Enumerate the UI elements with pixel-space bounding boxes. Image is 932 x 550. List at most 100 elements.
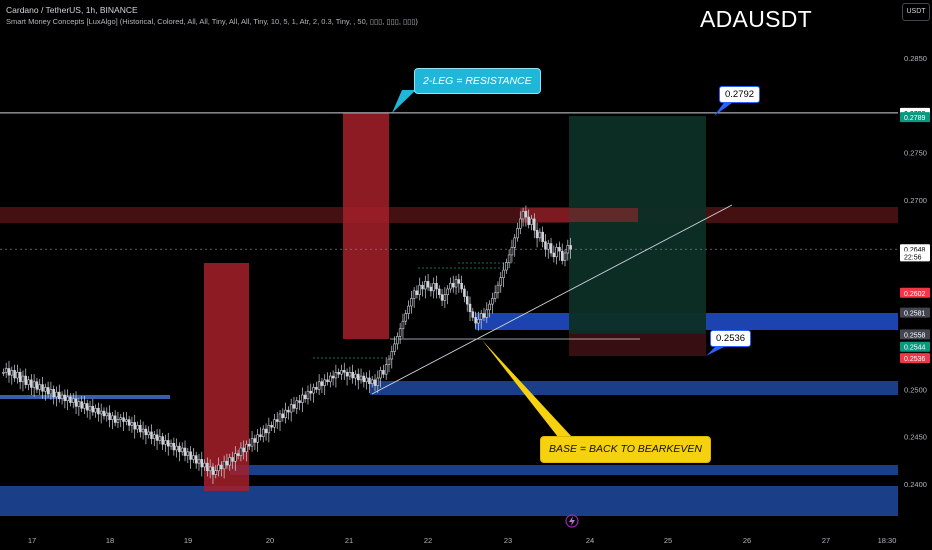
price-tag-bg (900, 307, 930, 318)
candle-body (563, 252, 567, 261)
candle-body (74, 398, 78, 407)
candle-layer (2, 205, 572, 484)
price-tag-bg (900, 112, 930, 123)
candle-body (52, 389, 55, 398)
candle-body (150, 431, 153, 439)
candle-body (560, 250, 564, 261)
candle-body (102, 410, 106, 417)
time-tick: 24 (586, 536, 594, 545)
candle-body (10, 370, 14, 376)
candle-body (440, 294, 444, 301)
candle-body (519, 218, 522, 229)
candle-body (267, 425, 271, 434)
candle-body (555, 247, 558, 258)
candle-body (418, 284, 421, 295)
candle-body (415, 290, 419, 295)
candle-body (451, 283, 455, 288)
candle-body (83, 403, 86, 409)
candle-body (524, 211, 528, 218)
candle-body (410, 298, 413, 307)
candle-body (295, 400, 299, 409)
candle-body (158, 436, 162, 441)
candle-body (169, 442, 173, 447)
base-callout[interactable]: BASE = BACK TO BEARKEVEN (540, 436, 711, 463)
candle-body (130, 422, 134, 426)
currency-button[interactable]: USDT (902, 3, 930, 21)
candle-body (546, 243, 550, 250)
candle-body (97, 407, 100, 415)
candle-body (55, 391, 58, 398)
candle-body (228, 457, 231, 466)
candle-body (116, 419, 120, 423)
candle-body (264, 428, 268, 434)
candle-body (334, 371, 338, 379)
candle-body (320, 381, 324, 386)
target-price-label[interactable]: 0.2792 (719, 86, 761, 103)
price-tag: 0.2789 (904, 115, 926, 122)
candle-body (351, 371, 354, 379)
candle-body (214, 470, 218, 475)
candle-body (77, 401, 81, 407)
candle-body (438, 288, 441, 295)
candle-body (566, 245, 570, 254)
candle-body (192, 455, 195, 460)
symbol-title[interactable]: Cardano / TetherUS, 1h, BINANCE (6, 5, 138, 15)
candle-body (477, 318, 480, 324)
resistance-callout[interactable]: 2-LEG = RESISTANCE (414, 68, 541, 94)
candle-body (236, 453, 240, 456)
candle-body (108, 412, 111, 420)
candle-body (376, 377, 380, 386)
demand-band-low (230, 465, 898, 475)
candle-body (242, 447, 245, 453)
price-axis[interactable]: 0.2850 0.2750 0.2700 0.2500 0.2450 0.2400 0.27… (898, 0, 932, 550)
candle-body (292, 404, 296, 409)
stop-pointer (706, 344, 730, 356)
candle-body (454, 279, 458, 288)
candle-body (127, 419, 131, 426)
stop-price-label[interactable]: 0.2536 (710, 330, 752, 347)
lightning-icon (569, 516, 575, 526)
candle-body (44, 387, 47, 392)
candle-body (354, 373, 357, 379)
candle-body (217, 464, 220, 472)
candle-body (24, 375, 28, 385)
candle-body (306, 390, 310, 400)
stop-zone (569, 334, 706, 356)
candle-body (183, 447, 187, 456)
candle-body (432, 283, 435, 292)
ticker-watermark: ADAUSDT (700, 6, 813, 32)
candle-body (153, 434, 156, 439)
candle-body (309, 390, 313, 394)
price-tag: 0.2648 (904, 247, 926, 254)
candle-body (326, 379, 329, 383)
candle-body (463, 288, 466, 297)
candle-body (164, 440, 167, 445)
candle-body (63, 394, 67, 401)
candle-body (345, 371, 349, 377)
candle-body (80, 401, 83, 409)
candle-body (287, 409, 290, 413)
indicator-legend[interactable]: Smart Money Concepts [LuxAlgo] (Historic… (6, 17, 418, 26)
time-axis[interactable]: 17 18 19 20 21 22 23 24 25 26 27 18:30 (0, 514, 932, 550)
candle-body (527, 216, 530, 225)
candle-body (513, 237, 516, 248)
candle-body (175, 445, 178, 451)
candle-body (370, 379, 374, 384)
candle-body (533, 218, 536, 231)
candle-body (424, 281, 427, 290)
trendline (371, 204, 733, 395)
price-tick: 0.2500 (904, 385, 927, 394)
candle-body (161, 436, 164, 445)
time-tick: 22 (424, 536, 432, 545)
candle-body (443, 294, 447, 301)
candle-body (289, 404, 293, 413)
candle-body (194, 455, 198, 464)
candle-body (250, 438, 254, 447)
candle-body (362, 375, 366, 383)
candle-body (189, 451, 192, 460)
candle-body (203, 462, 206, 468)
zone-layer (0, 113, 898, 516)
demand-band-bottom (0, 486, 898, 516)
demand-band-mid (370, 381, 898, 395)
price-tick: 0.2400 (904, 480, 927, 489)
